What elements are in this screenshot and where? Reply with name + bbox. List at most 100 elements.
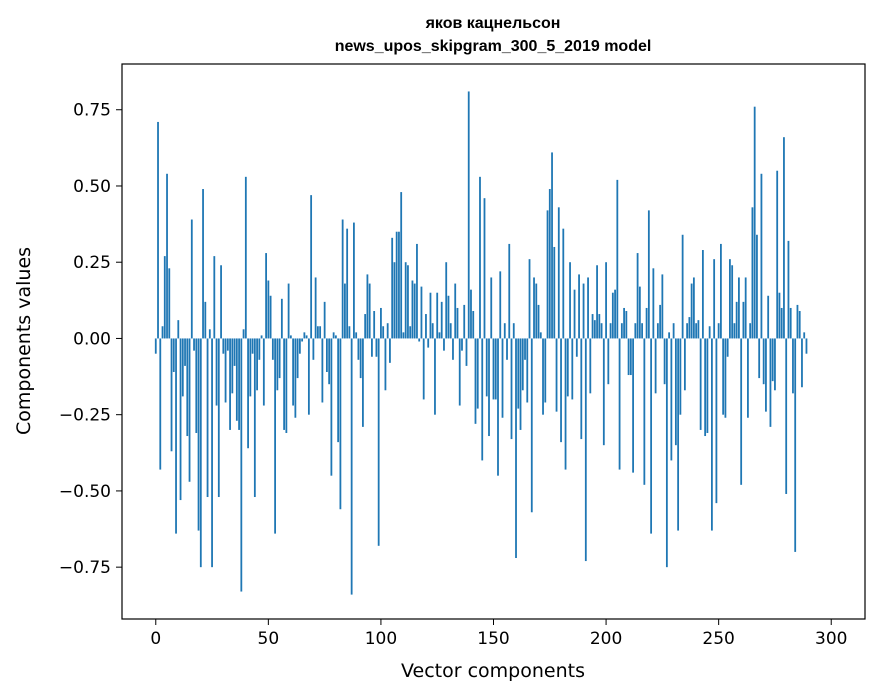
y-tick-label: −0.50 bbox=[59, 482, 111, 502]
bar bbox=[235, 338, 238, 421]
bar bbox=[769, 338, 772, 427]
bar bbox=[656, 323, 659, 339]
bar bbox=[409, 326, 412, 339]
bar bbox=[402, 332, 405, 339]
bar bbox=[629, 338, 632, 376]
bar bbox=[278, 338, 281, 379]
bar bbox=[467, 91, 470, 339]
bar bbox=[287, 283, 290, 339]
bar bbox=[717, 323, 720, 339]
bar bbox=[530, 338, 533, 513]
y-tick-label: −0.25 bbox=[59, 406, 111, 426]
bar bbox=[609, 323, 612, 339]
bar bbox=[661, 274, 664, 339]
bar bbox=[575, 338, 578, 357]
bar bbox=[774, 338, 776, 391]
bar bbox=[251, 338, 254, 354]
bar bbox=[641, 323, 643, 339]
x-tick-label: 50 bbox=[258, 629, 280, 649]
x-axis-ticks: 0 50 100 150 200 250 300 bbox=[150, 619, 847, 649]
bar bbox=[386, 323, 389, 339]
bar bbox=[683, 338, 686, 391]
bar bbox=[240, 338, 243, 592]
bar bbox=[398, 231, 400, 339]
bar bbox=[598, 314, 601, 339]
bar bbox=[751, 207, 754, 339]
bar bbox=[280, 298, 283, 339]
bar bbox=[242, 329, 245, 339]
bar bbox=[247, 338, 249, 449]
bar bbox=[494, 338, 497, 400]
bar bbox=[265, 253, 267, 339]
bar bbox=[686, 323, 689, 339]
bar bbox=[420, 286, 423, 339]
bar bbox=[798, 311, 801, 339]
bar bbox=[157, 121, 159, 339]
bar bbox=[339, 338, 342, 510]
bar bbox=[472, 311, 475, 339]
bar bbox=[231, 338, 234, 394]
bar bbox=[580, 338, 583, 440]
bar bbox=[371, 338, 373, 357]
bar bbox=[711, 338, 713, 531]
bar bbox=[316, 326, 319, 339]
bar bbox=[224, 338, 227, 403]
bar bbox=[796, 304, 799, 339]
bar bbox=[283, 338, 286, 430]
bar bbox=[334, 335, 337, 339]
bar bbox=[427, 338, 430, 348]
bar bbox=[573, 289, 576, 339]
y-tick-label: 0.75 bbox=[73, 101, 111, 121]
bar bbox=[195, 338, 198, 433]
bar bbox=[310, 195, 313, 339]
bar bbox=[253, 338, 256, 498]
bar bbox=[314, 277, 317, 339]
bar bbox=[476, 338, 479, 409]
bar bbox=[803, 332, 806, 339]
bar bbox=[692, 277, 695, 339]
bar bbox=[668, 332, 671, 339]
y-tick-label: 0.25 bbox=[73, 253, 111, 273]
bar bbox=[249, 338, 252, 397]
bar bbox=[229, 338, 231, 430]
bar bbox=[731, 265, 734, 339]
bar bbox=[404, 262, 407, 339]
bar bbox=[521, 338, 524, 391]
bar bbox=[701, 250, 704, 339]
bar bbox=[337, 338, 340, 443]
bar bbox=[569, 262, 571, 339]
bar bbox=[400, 192, 403, 339]
bar bbox=[188, 338, 191, 482]
bar bbox=[481, 338, 484, 461]
bar bbox=[679, 338, 682, 415]
bar bbox=[636, 253, 639, 339]
bar bbox=[582, 283, 585, 339]
bar bbox=[715, 338, 718, 504]
bar bbox=[542, 338, 544, 415]
bar bbox=[344, 283, 346, 339]
bar bbox=[794, 338, 797, 552]
bar bbox=[665, 338, 668, 568]
bar bbox=[533, 277, 535, 339]
bar bbox=[492, 338, 495, 400]
bar bbox=[452, 338, 454, 360]
bar bbox=[519, 338, 522, 430]
bar bbox=[389, 338, 391, 363]
bar bbox=[411, 280, 414, 339]
bar bbox=[159, 338, 162, 470]
bar bbox=[537, 304, 540, 339]
bar bbox=[206, 338, 209, 498]
bar bbox=[566, 338, 569, 397]
bar bbox=[515, 338, 517, 559]
bar bbox=[744, 277, 747, 339]
bar bbox=[805, 338, 808, 354]
bar bbox=[535, 283, 538, 339]
bar bbox=[524, 338, 526, 360]
bar bbox=[269, 295, 272, 339]
bar bbox=[688, 317, 691, 339]
bar bbox=[564, 338, 567, 470]
bar bbox=[650, 338, 653, 534]
bar bbox=[740, 338, 743, 485]
bar bbox=[620, 323, 623, 339]
bar bbox=[546, 210, 549, 339]
